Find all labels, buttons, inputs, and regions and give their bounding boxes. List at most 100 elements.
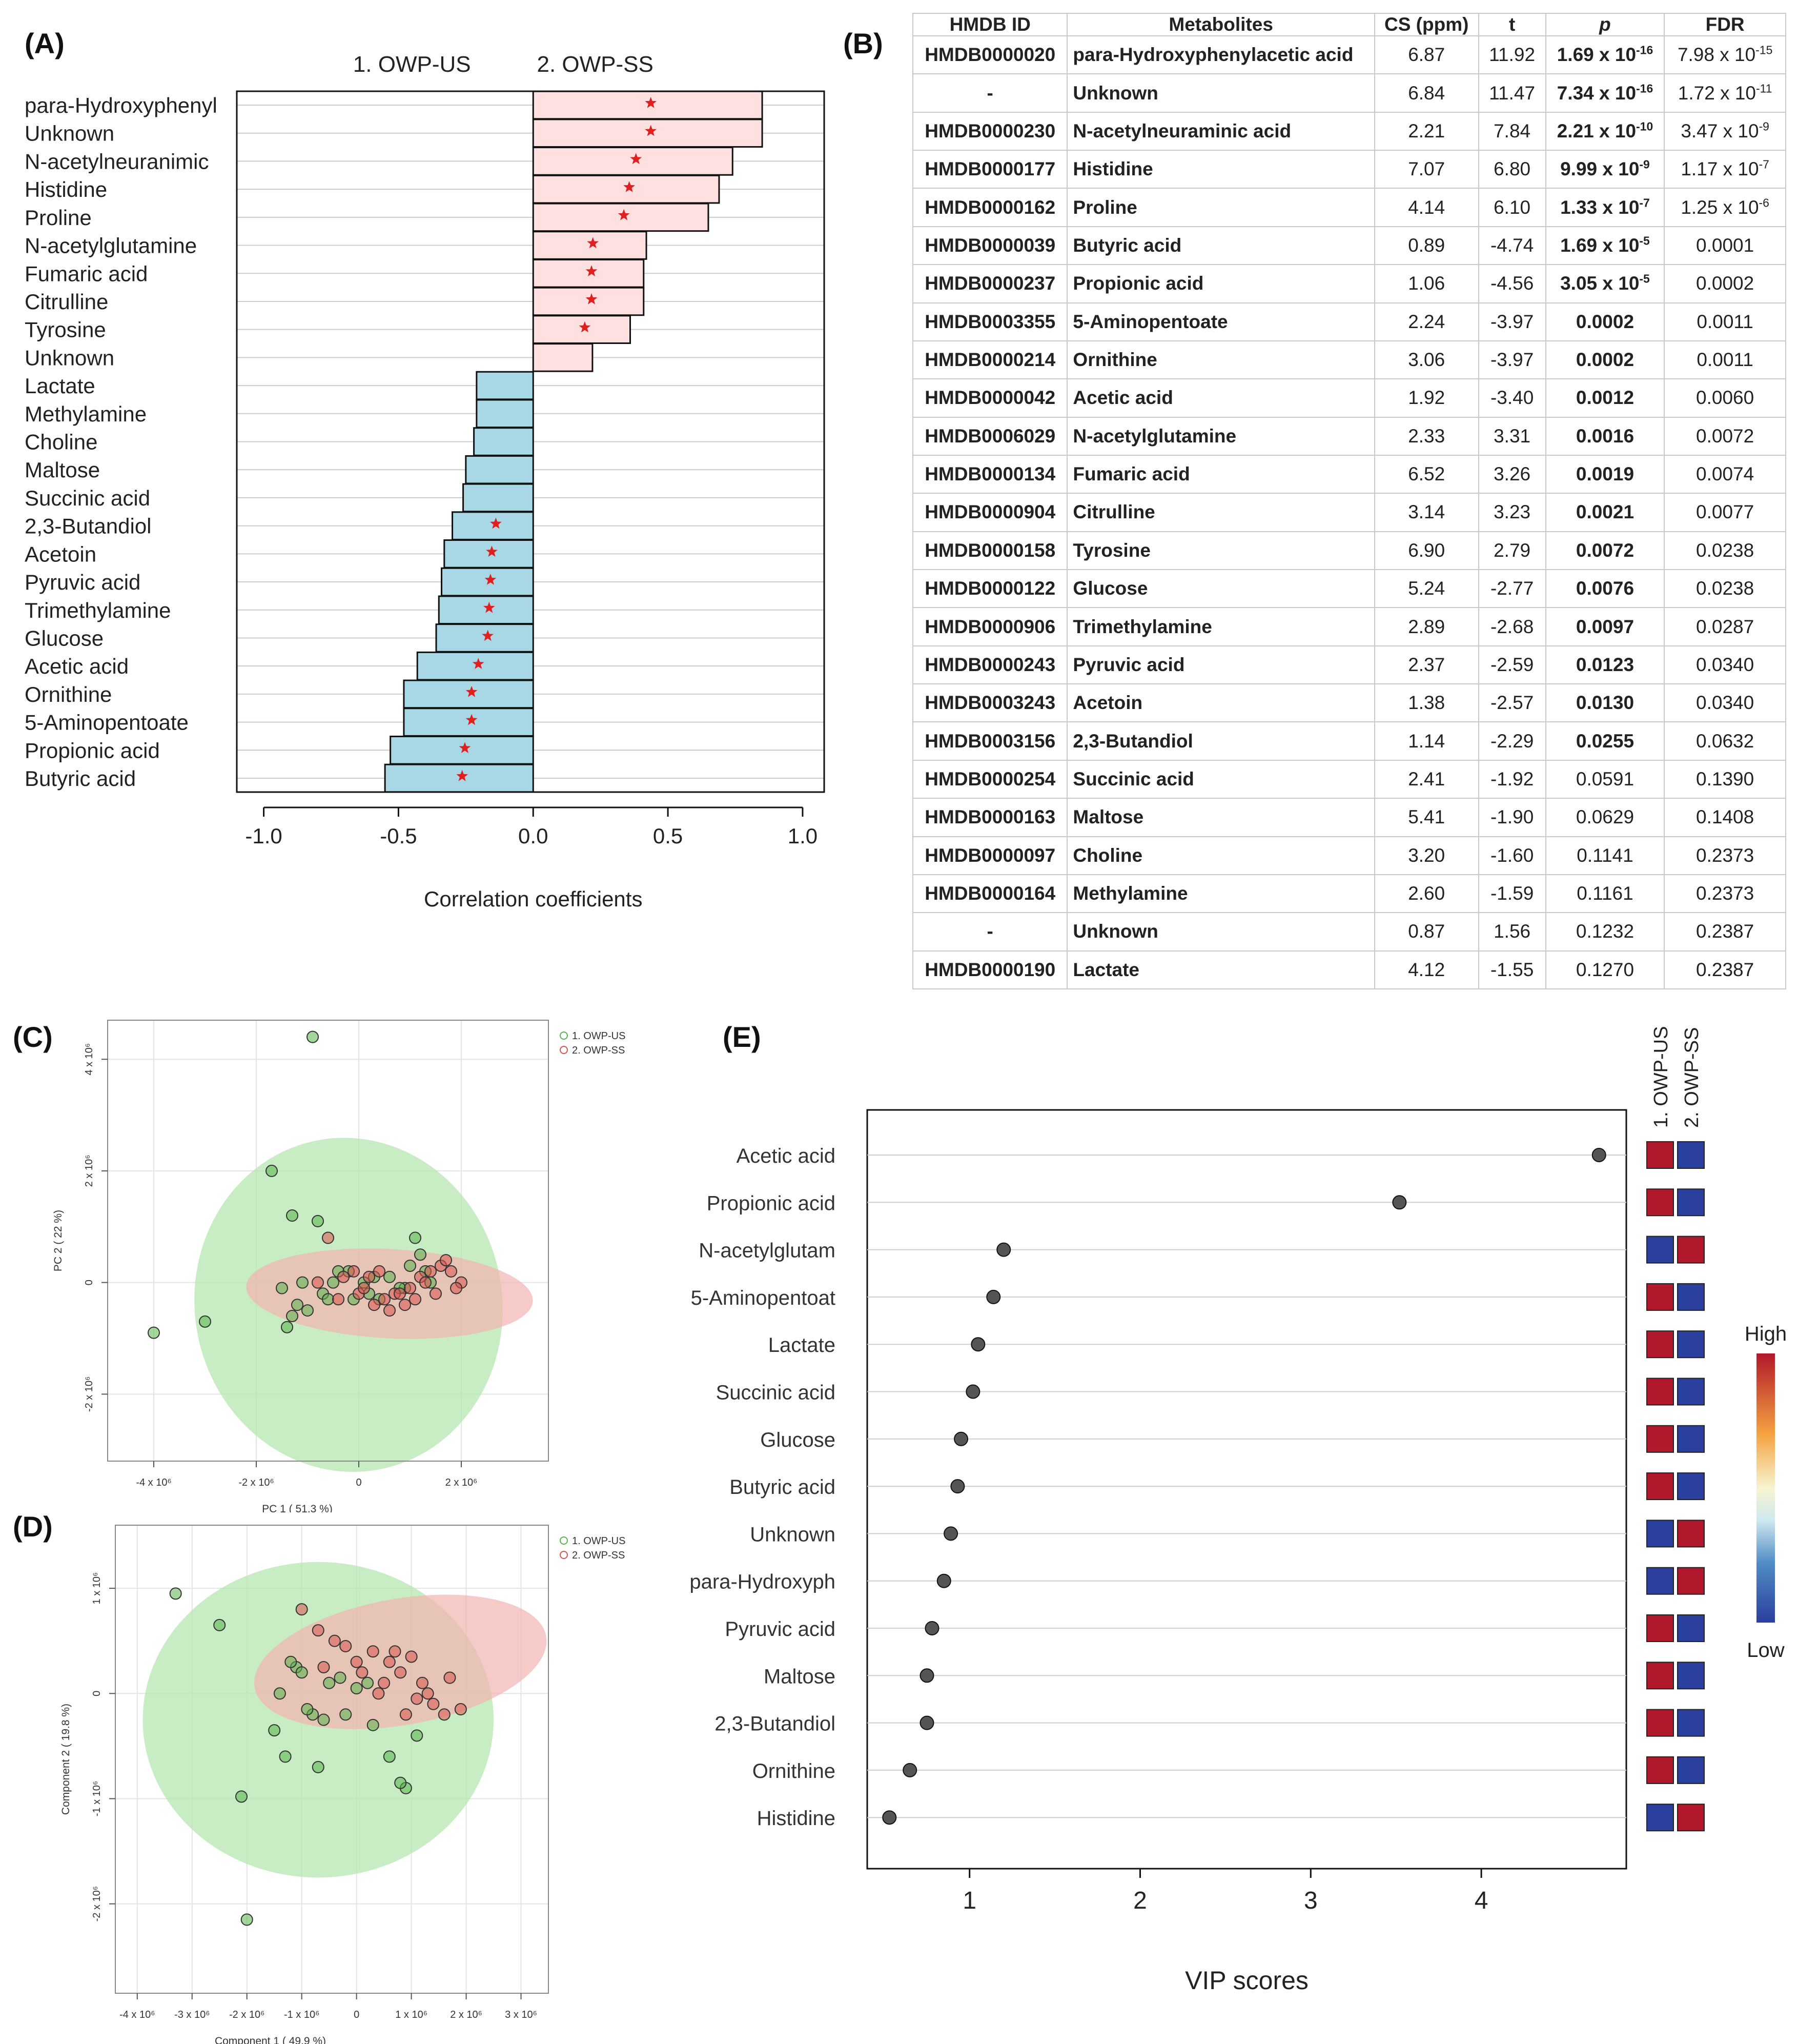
vip-point	[1591, 1148, 1606, 1162]
vip-point	[920, 1668, 934, 1683]
vip-point	[996, 1242, 1011, 1257]
significance-star	[587, 237, 599, 249]
table-header-row: HMDB ID Metabolites CS (ppm) t p FDR	[912, 13, 1786, 36]
vip-point	[1392, 1195, 1407, 1210]
table-cell: 0.0097	[1545, 607, 1665, 646]
table-cell: 0.0001	[1664, 226, 1786, 266]
significance-star	[482, 630, 494, 641]
table-cell: 5.24	[1374, 569, 1479, 609]
table-cell: HMDB0000134	[912, 454, 1068, 494]
score-point	[394, 1776, 407, 1789]
table-row: HMDB0000158 Tyrosine 6.90 2.79 0.0072 0.0238	[912, 531, 1786, 571]
x-tick-label: 0	[356, 1477, 361, 1488]
colorbar-high-label: High	[1745, 1323, 1787, 1345]
column-header: Metabolites	[1067, 13, 1375, 36]
vip-point	[920, 1715, 934, 1730]
table-header: HMDB ID Metabolites CS (ppm) t p FDR	[912, 13, 1786, 36]
legend-marker	[560, 1551, 568, 1559]
score-point	[276, 1282, 288, 1294]
table-cell: HMDB0000042	[912, 378, 1068, 418]
heatmap-cell	[1677, 1520, 1705, 1548]
table-cell: Unknown	[1067, 73, 1375, 113]
correlation-bar	[438, 595, 534, 625]
table-cell: -3.97	[1478, 302, 1546, 341]
heatmap-cell	[1677, 1472, 1705, 1501]
correlation-bar	[532, 287, 645, 316]
table-cell: 0.2387	[1664, 950, 1786, 990]
bar-category-label: Trimethylamine	[25, 598, 171, 622]
table-row: HMDB0000134 Fumaric acid 6.52 3.26 0.0019 0.0…	[912, 454, 1786, 494]
bar-category-label: 5-Aminopentoate	[25, 711, 189, 735]
table-cell: Methylamine	[1067, 874, 1375, 914]
score-point	[327, 1276, 339, 1289]
table-cell: 0.87	[1374, 912, 1479, 952]
legend-marker	[560, 1536, 568, 1545]
bar-category-label: Unknown	[25, 122, 114, 146]
table-cell: Ornithine	[1067, 340, 1375, 380]
score-point	[273, 1687, 286, 1700]
table-body: HMDB0000020 para-Hydroxyphenylacetic acid…	[912, 35, 1786, 990]
table-cell: Acetoin	[1067, 683, 1375, 723]
x-tick-label: -2 x 10⁶	[229, 2009, 264, 2020]
vip-point	[966, 1384, 980, 1399]
table-row: - Unknown 6.84 11.47 7.34 x 10-16 1.72 x 10-1…	[912, 73, 1786, 113]
table-row: HMDB0000162 Proline 4.14 6.10 1.33 x 10-7 1.2…	[912, 188, 1786, 227]
table-cell: 0.1161	[1545, 874, 1665, 914]
table-row: HMDB0000237 Propionic acid 1.06 -4.56 3.05 x…	[912, 264, 1786, 303]
vip-category-label: Propionic acid	[707, 1192, 835, 1215]
bar-category-label: para-Hydroxyphenyl	[25, 93, 217, 117]
x-tick-label: 3	[1304, 1887, 1318, 1914]
table-cell: HMDB0000020	[912, 35, 1068, 75]
table-cell: -2.57	[1478, 683, 1546, 723]
table-cell: HMDB0000237	[912, 264, 1068, 303]
table-cell: 7.34 x 10-16	[1545, 73, 1665, 113]
score-point	[430, 1287, 442, 1300]
panel-label-a: (A)	[25, 27, 65, 59]
table-row: - Unknown 0.87 1.56 0.1232 0.2387	[912, 912, 1786, 952]
table-cell: 0.0011	[1664, 340, 1786, 380]
x-tick-label: 4	[1475, 1887, 1488, 1914]
table-cell: HMDB0000190	[912, 950, 1068, 990]
vip-category-label: para-Hydroxyph	[689, 1571, 835, 1593]
heatmap-cell	[1677, 1662, 1705, 1690]
table-cell: 3.26	[1478, 454, 1546, 494]
vip-category-label: 2,3-Butandiol	[714, 1713, 835, 1735]
x-tick-label: 1 x 10⁶	[395, 2009, 427, 2020]
score-point	[450, 1282, 462, 1294]
table-cell: N-acetylglutamine	[1067, 416, 1375, 456]
table-cell: HMDB0003156	[912, 721, 1068, 761]
correlation-bar	[403, 707, 534, 737]
heatmap-cell	[1677, 1283, 1705, 1311]
correlation-bar	[441, 567, 534, 597]
table-cell: 0.0591	[1545, 759, 1665, 799]
table-cell: 0.0076	[1545, 569, 1665, 609]
score-point	[363, 1270, 375, 1283]
score-point	[169, 1587, 182, 1600]
vip-point	[882, 1810, 897, 1825]
heatmap-cell	[1646, 1188, 1674, 1217]
bar-category-label: Glucose	[25, 626, 104, 650]
table-cell: 0.0011	[1664, 302, 1786, 341]
table-cell: HMDB0000243	[912, 645, 1068, 685]
table-row: HMDB0000122 Glucose 5.24 -2.77 0.0076 0.0238	[912, 569, 1786, 609]
y-tick-label: 2 x 10⁶	[84, 1155, 95, 1187]
score-point	[301, 1304, 314, 1317]
column-header: FDR	[1664, 13, 1786, 36]
x-tick-label: 0.5	[653, 824, 683, 848]
plot-frame	[107, 1020, 549, 1462]
colorbar-low-label: Low	[1747, 1639, 1784, 1662]
table-cell: 3.31	[1478, 416, 1546, 456]
vip-category-label: Acetic acid	[737, 1145, 835, 1167]
heatmap-cell	[1646, 1520, 1674, 1548]
score-point	[389, 1645, 401, 1658]
table-cell: 1.17 x 10-7	[1664, 150, 1786, 189]
score-point	[383, 1750, 396, 1763]
plot-frame	[866, 1109, 1627, 1870]
heatmap-cell	[1646, 1709, 1674, 1737]
table-cell: 0.2373	[1664, 874, 1786, 914]
table-cell: -3.40	[1478, 378, 1546, 418]
table-cell: 0.0130	[1545, 683, 1665, 723]
correlation-bar	[462, 483, 534, 513]
significance-star	[456, 770, 468, 781]
table-row: HMDB0000906 Trimethylamine 2.89 -2.68 0.0097…	[912, 607, 1786, 646]
